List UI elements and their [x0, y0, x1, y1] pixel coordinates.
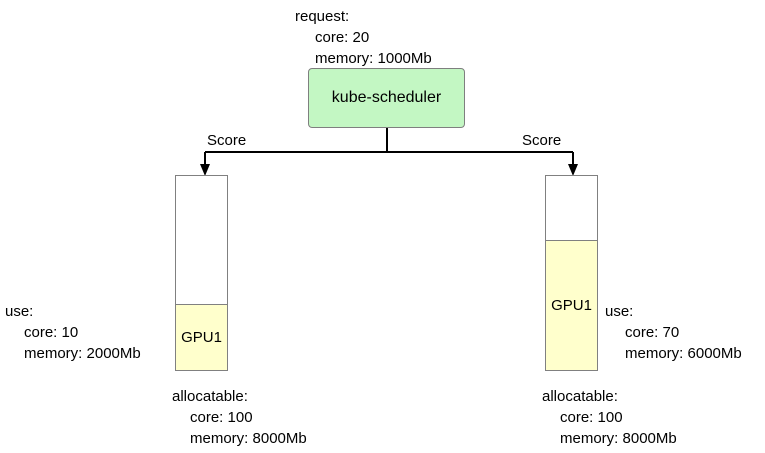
allocatable-title: allocatable:	[172, 388, 248, 405]
allocatable-core: core: 100	[560, 409, 623, 426]
use-memory: memory: 2000Mb	[24, 345, 141, 362]
use-core: core: 70	[625, 324, 680, 341]
request-memory: memory: 1000Mb	[315, 50, 432, 67]
node-left-gpu-label: GPU1	[181, 329, 222, 346]
use-title: use:	[5, 303, 34, 320]
node-right-box: GPU1	[545, 175, 598, 371]
node-left-use-annotation: use: core: 10 memory: 2000Mb	[5, 301, 141, 364]
request-title: request:	[295, 8, 350, 25]
node-left-gpu-usage: GPU1	[176, 304, 227, 370]
node-left-allocatable-annotation: allocatable: core: 100 memory: 8000Mb	[172, 386, 307, 449]
node-right-gpu-usage: GPU1	[546, 240, 597, 370]
allocatable-title: allocatable:	[542, 388, 618, 405]
use-memory: memory: 6000Mb	[625, 345, 742, 362]
use-core: core: 10	[24, 324, 79, 341]
use-title: use:	[605, 303, 634, 320]
allocatable-core: core: 100	[190, 409, 253, 426]
node-left-box: GPU1	[175, 175, 228, 371]
score-label-right: Score	[522, 132, 562, 149]
kube-scheduler-label: kube-scheduler	[331, 89, 442, 106]
request-core: core: 20	[315, 29, 370, 46]
node-right-allocatable-annotation: allocatable: core: 100 memory: 8000Mb	[542, 386, 677, 449]
node-right-use-annotation: use: core: 70 memory: 6000Mb	[605, 301, 742, 364]
request-annotation: request: core: 20 memory: 1000Mb	[295, 6, 432, 69]
allocatable-memory: memory: 8000Mb	[190, 430, 307, 447]
node-right-gpu-label: GPU1	[551, 297, 592, 314]
score-label-left: Score	[207, 132, 247, 149]
kube-scheduler-box: kube-scheduler	[308, 68, 465, 128]
allocatable-memory: memory: 8000Mb	[560, 430, 677, 447]
